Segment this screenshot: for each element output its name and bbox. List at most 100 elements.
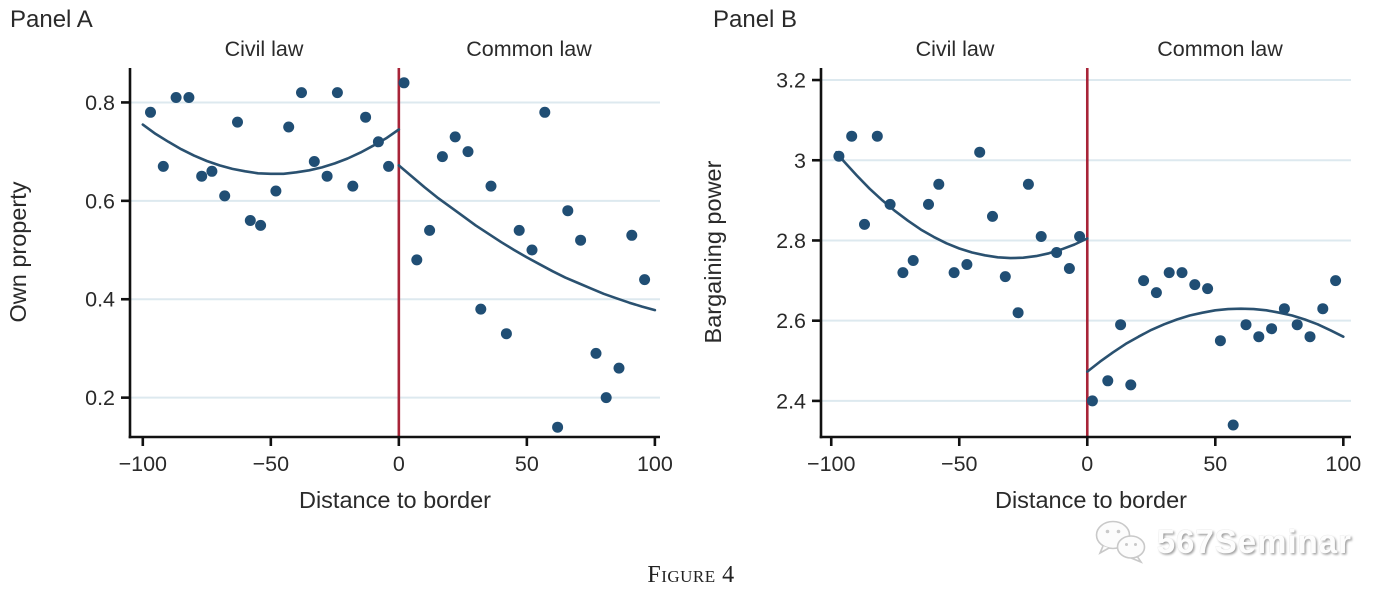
scatter-point xyxy=(1063,263,1075,274)
scatter-point xyxy=(1189,279,1201,291)
scatter-point xyxy=(411,254,423,266)
scatter-point xyxy=(244,215,256,226)
x-tick-label: 100 xyxy=(1325,452,1361,476)
x-tick-label: 50 xyxy=(1203,452,1227,476)
scatter-point xyxy=(1291,319,1303,331)
common-law-fit xyxy=(1086,307,1345,373)
y-tick-label: 3.2 xyxy=(776,69,806,93)
region-label-civil-law: Civil law xyxy=(225,37,304,61)
y-tick-label: 2.4 xyxy=(776,389,806,413)
scatter-point xyxy=(1035,231,1047,242)
scatter-point xyxy=(1202,283,1214,295)
scatter-point xyxy=(308,156,320,167)
x-tick-label: −100 xyxy=(807,452,855,476)
watermark: 567Seminar xyxy=(1093,518,1352,566)
scatter-point xyxy=(347,180,359,192)
scatter-point xyxy=(987,210,998,222)
scatter-point xyxy=(196,170,208,182)
scatter-point xyxy=(170,92,182,103)
region-label-civil-law: Civil law xyxy=(916,37,995,61)
scatter-point xyxy=(485,180,497,192)
scatter-point xyxy=(1102,375,1114,387)
scatter-point xyxy=(360,111,372,123)
scatter-point xyxy=(539,106,551,118)
panel-a: Panel A Civil law Common law Own propert… xyxy=(0,0,691,520)
scatter-point xyxy=(296,87,307,99)
scatter-point xyxy=(600,392,612,404)
y-tick-label: 0.2 xyxy=(85,386,115,410)
region-label-common-law: Common law xyxy=(466,37,592,61)
y-tick-label: 3 xyxy=(794,149,806,173)
region-label-common-law: Common law xyxy=(1157,37,1283,61)
scatter-point xyxy=(961,259,973,270)
scatter-point xyxy=(1115,319,1127,331)
scatter-point xyxy=(1330,275,1342,287)
x-axis-label: Distance to border xyxy=(299,487,491,513)
scatter-point xyxy=(157,160,169,172)
scatter-point xyxy=(219,190,231,202)
panel-b: Panel B Civil law Common law Bargaining … xyxy=(691,0,1382,520)
scatter-point xyxy=(513,224,525,236)
scatter-point xyxy=(1214,335,1226,347)
scatter-point xyxy=(933,178,945,190)
scatter-point xyxy=(1086,395,1098,407)
scatter-point xyxy=(500,328,512,340)
figure-caption: Figure 4 xyxy=(0,562,1382,589)
scatter-point xyxy=(145,106,156,118)
scatter-point xyxy=(424,224,436,236)
x-tick-label: −100 xyxy=(119,452,167,476)
scatter-point xyxy=(283,121,295,133)
scatter-point xyxy=(1138,275,1150,287)
wechat-icon xyxy=(1095,520,1146,564)
civil-law-fit xyxy=(141,123,401,176)
common-law-fit xyxy=(397,164,657,312)
scatter-point xyxy=(526,244,538,256)
scatter-point xyxy=(1317,303,1329,315)
scatter-point xyxy=(833,150,845,162)
panel-title: Panel A xyxy=(10,6,93,33)
scatter-point xyxy=(1125,379,1137,391)
scatter-point xyxy=(270,185,282,197)
scatter-point xyxy=(183,92,195,103)
scatter-point xyxy=(232,116,243,128)
x-tick-label: 100 xyxy=(637,452,673,476)
scatter-point xyxy=(1074,231,1086,242)
y-tick-label: 2.8 xyxy=(776,229,806,253)
scatter-point xyxy=(948,267,960,279)
scatter-point xyxy=(206,165,218,177)
civil-law-fit xyxy=(835,150,1089,260)
plot-area: 2.4 2.6 2.8 3 3.2 −100 −50 0 50 100 xyxy=(776,68,1361,476)
scatter-point xyxy=(923,198,934,210)
scatter-point xyxy=(562,205,574,217)
y-axis-label: Own property xyxy=(5,181,31,322)
scatter-point xyxy=(383,160,395,172)
scatter-point xyxy=(1253,331,1265,343)
scatter-point xyxy=(871,130,883,142)
panel-title: Panel B xyxy=(713,6,797,33)
scatter-point xyxy=(859,218,870,230)
plot-area: 0.2 0.4 0.6 0.8 −100 −50 0 50 100 xyxy=(85,68,673,476)
figure-caption-text: Figure 4 xyxy=(647,562,735,588)
x-axis-label: Distance to border xyxy=(995,487,1187,513)
x-tick-label: 50 xyxy=(515,452,539,476)
x-tick-label: 0 xyxy=(393,452,405,476)
y-tick-label: 0.6 xyxy=(85,189,115,213)
scatter-point xyxy=(1163,267,1175,279)
x-tick-label: −50 xyxy=(941,452,978,476)
scatter-point xyxy=(1176,267,1188,279)
scatter-point xyxy=(1051,247,1063,258)
scatter-point xyxy=(1227,419,1239,431)
scatter-point xyxy=(398,77,410,89)
scatter-point xyxy=(552,421,564,433)
scatter-point xyxy=(1150,287,1162,299)
scatter-point xyxy=(575,234,587,246)
scatter-point xyxy=(1012,307,1024,319)
scatter-point xyxy=(590,347,602,359)
scatter-point xyxy=(1304,331,1316,343)
panel-a-chart: Panel A Civil law Common law Own propert… xyxy=(5,6,673,513)
scatter-point xyxy=(255,219,267,231)
scatter-point xyxy=(613,362,625,374)
y-axis-label: Bargaining power xyxy=(700,160,726,343)
scatter-point xyxy=(475,303,487,315)
